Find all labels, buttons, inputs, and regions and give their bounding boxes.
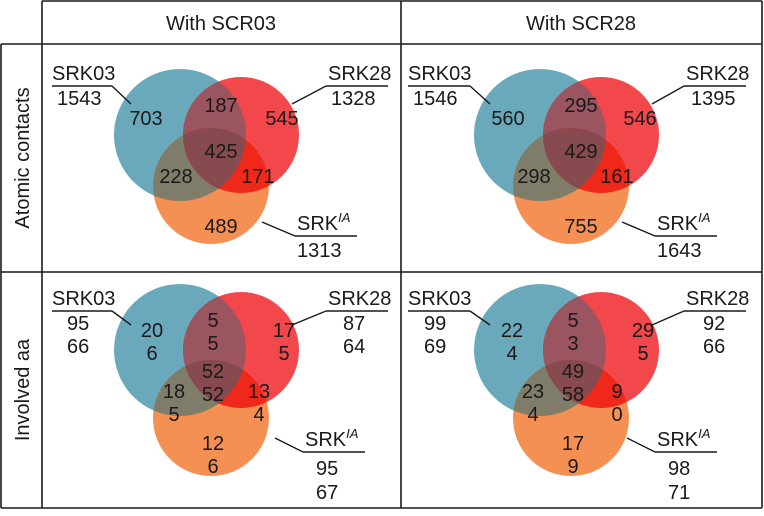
set-label-srkia: SRKIA <box>657 210 710 235</box>
region-srk03-srk28-b: 5 <box>207 333 218 355</box>
region-only-srkia: 755 <box>564 216 597 238</box>
region-srk28-srkia-a: 13 <box>248 381 270 403</box>
region-all-three: 425 <box>204 141 237 163</box>
region-only-srkia: 489 <box>204 216 237 238</box>
column-header-scr03: With SCR03 <box>166 13 276 35</box>
set-label-srk03: SRK03 <box>52 63 115 85</box>
region-srk28-srkia: 161 <box>600 166 633 188</box>
region-srk03-srkia: 228 <box>159 166 192 188</box>
region-only-srk28: 545 <box>265 108 298 130</box>
region-srk28-srkia-a: 9 <box>611 381 622 403</box>
region-all-three: 429 <box>564 141 597 163</box>
region-only-srkia-a: 17 <box>562 433 584 455</box>
set-label-srk28: SRK28 <box>686 63 749 85</box>
venn-panel-atomic-scr03: SRK03 1543 SRK28 1328 SRKIA 1313 703 187… <box>52 63 391 262</box>
set-total-srk03: 1543 <box>57 88 102 110</box>
overlap-all <box>183 128 246 193</box>
set-total-srk03-b: 66 <box>67 336 89 358</box>
set-label-srk03: SRK03 <box>408 288 471 310</box>
region-all-three-b: 58 <box>562 384 584 406</box>
region-only-srk03-a: 22 <box>501 320 523 342</box>
set-total-srk28-a: 92 <box>703 313 725 335</box>
set-total-srk28-a: 87 <box>343 313 365 335</box>
region-srk03-srk28-b: 3 <box>567 333 578 355</box>
region-srk03-srk28: 295 <box>564 95 597 117</box>
region-only-srk28-a: 29 <box>632 320 654 342</box>
region-only-srk03: 703 <box>129 108 162 130</box>
set-total-srk03-b: 69 <box>424 336 446 358</box>
set-total-srk03: 1546 <box>413 88 458 110</box>
set-total-srk28-b: 64 <box>343 336 365 358</box>
set-total-srkia-b: 71 <box>668 482 690 504</box>
set-label-srk03: SRK03 <box>52 288 115 310</box>
set-label-srkia: SRKIA <box>297 210 350 235</box>
venn-panel-involved-scr03: SRK03 95 66 SRK28 87 64 SRKIA 95 67 20 6… <box>52 284 391 504</box>
region-srk03-srkia-a: 23 <box>522 381 544 403</box>
venn-panel-atomic-scr28: SRK03 1546 SRK28 1395 SRKIA 1643 560 295… <box>408 63 749 262</box>
region-srk03-srkia-a: 18 <box>163 381 185 403</box>
set-total-srkia: 1643 <box>657 240 702 262</box>
region-only-srk28: 546 <box>623 108 656 130</box>
region-only-srk28-b: 5 <box>278 343 289 365</box>
set-total-srk28: 1395 <box>691 88 736 110</box>
region-only-srkia-b: 6 <box>207 456 218 478</box>
column-header-scr28: With SCR28 <box>526 13 636 35</box>
set-label-srkia: SRKIA <box>305 426 358 451</box>
row-header-involved-aa: Involved aa <box>12 338 34 441</box>
set-total-srk28-b: 66 <box>703 336 725 358</box>
region-srk03-srk28-a: 5 <box>567 310 578 332</box>
region-srk03-srkia-b: 4 <box>527 404 538 426</box>
set-total-srk03-a: 99 <box>424 313 446 335</box>
region-only-srk28-a: 17 <box>273 320 295 342</box>
overlap-all <box>543 128 606 193</box>
region-srk28-srkia-b: 0 <box>611 404 622 426</box>
region-all-three-a: 49 <box>562 361 584 383</box>
set-total-srkia-b: 67 <box>316 482 338 504</box>
region-only-srkia-a: 12 <box>202 433 224 455</box>
set-label-srk28: SRK28 <box>328 288 391 310</box>
region-srk03-srk28-a: 5 <box>207 310 218 332</box>
region-all-three-b: 52 <box>202 384 224 406</box>
region-all-three-a: 52 <box>202 361 224 383</box>
set-total-srk03-a: 95 <box>67 313 89 335</box>
set-total-srkia-a: 98 <box>668 458 690 480</box>
region-srk28-srkia: 171 <box>241 166 274 188</box>
region-only-srk03-b: 4 <box>506 343 517 365</box>
set-total-srkia-a: 95 <box>316 458 338 480</box>
region-only-srk03: 560 <box>491 108 524 130</box>
row-header-atomic-contacts: Atomic contacts <box>12 87 34 228</box>
region-srk28-srkia-b: 4 <box>253 404 264 426</box>
region-srk03-srkia-b: 5 <box>168 404 179 426</box>
region-only-srkia-b: 9 <box>567 456 578 478</box>
set-label-srk28: SRK28 <box>686 288 749 310</box>
set-total-srk28: 1328 <box>331 88 376 110</box>
set-label-srk03: SRK03 <box>408 63 471 85</box>
region-only-srk03-b: 6 <box>146 343 157 365</box>
set-label-srkia: SRKIA <box>657 426 710 451</box>
region-only-srk28-b: 5 <box>637 343 648 365</box>
overlap-all <box>543 360 606 408</box>
region-only-srk03-a: 20 <box>141 320 163 342</box>
set-total-srkia: 1313 <box>297 240 342 262</box>
venn-panel-involved-scr28: SRK03 99 69 SRK28 92 66 SRKIA 98 71 22 4… <box>408 284 749 504</box>
overlap-all <box>183 360 246 408</box>
region-srk03-srkia: 298 <box>517 166 550 188</box>
set-label-srk28: SRK28 <box>328 63 391 85</box>
region-srk03-srk28: 187 <box>204 95 237 117</box>
